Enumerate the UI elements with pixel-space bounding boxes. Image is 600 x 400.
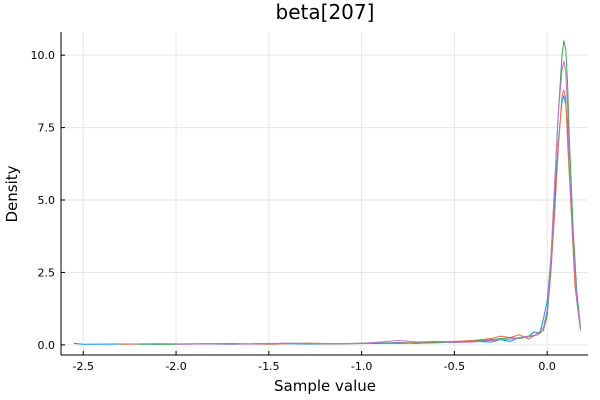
x-tick-label: -0.5: [444, 360, 465, 373]
density-line-chain-4: [176, 60, 582, 345]
density-line-chain-3: [138, 40, 582, 345]
y-tick-label: 5.0: [38, 194, 56, 207]
y-tick-label: 0.0: [38, 339, 56, 352]
plot-frame: [60, 32, 588, 356]
grid: [61, 32, 588, 355]
x-axis-label: Sample value: [274, 377, 376, 395]
y-tick-label: 10.0: [31, 49, 56, 62]
y-tick-label: 7.5: [38, 122, 56, 135]
chart-title: beta[207]: [276, 0, 375, 24]
y-axis-label: Density: [3, 165, 21, 222]
x-tick-label: 0.0: [538, 360, 556, 373]
x-tick-label: -2.0: [165, 360, 186, 373]
density-line-chain-1: [73, 95, 582, 345]
x-tick-label: -2.5: [73, 360, 94, 373]
x-tick-label: -1.0: [351, 360, 372, 373]
y-tick-label: 2.5: [38, 266, 56, 279]
x-tick-label: -1.5: [258, 360, 279, 373]
ticks: -2.5 -2.0 -1.5 -1.0 -0.5 0.0 0.0 2.5 5.0 7.5 10.0: [31, 49, 556, 373]
series-layer: [73, 40, 582, 345]
